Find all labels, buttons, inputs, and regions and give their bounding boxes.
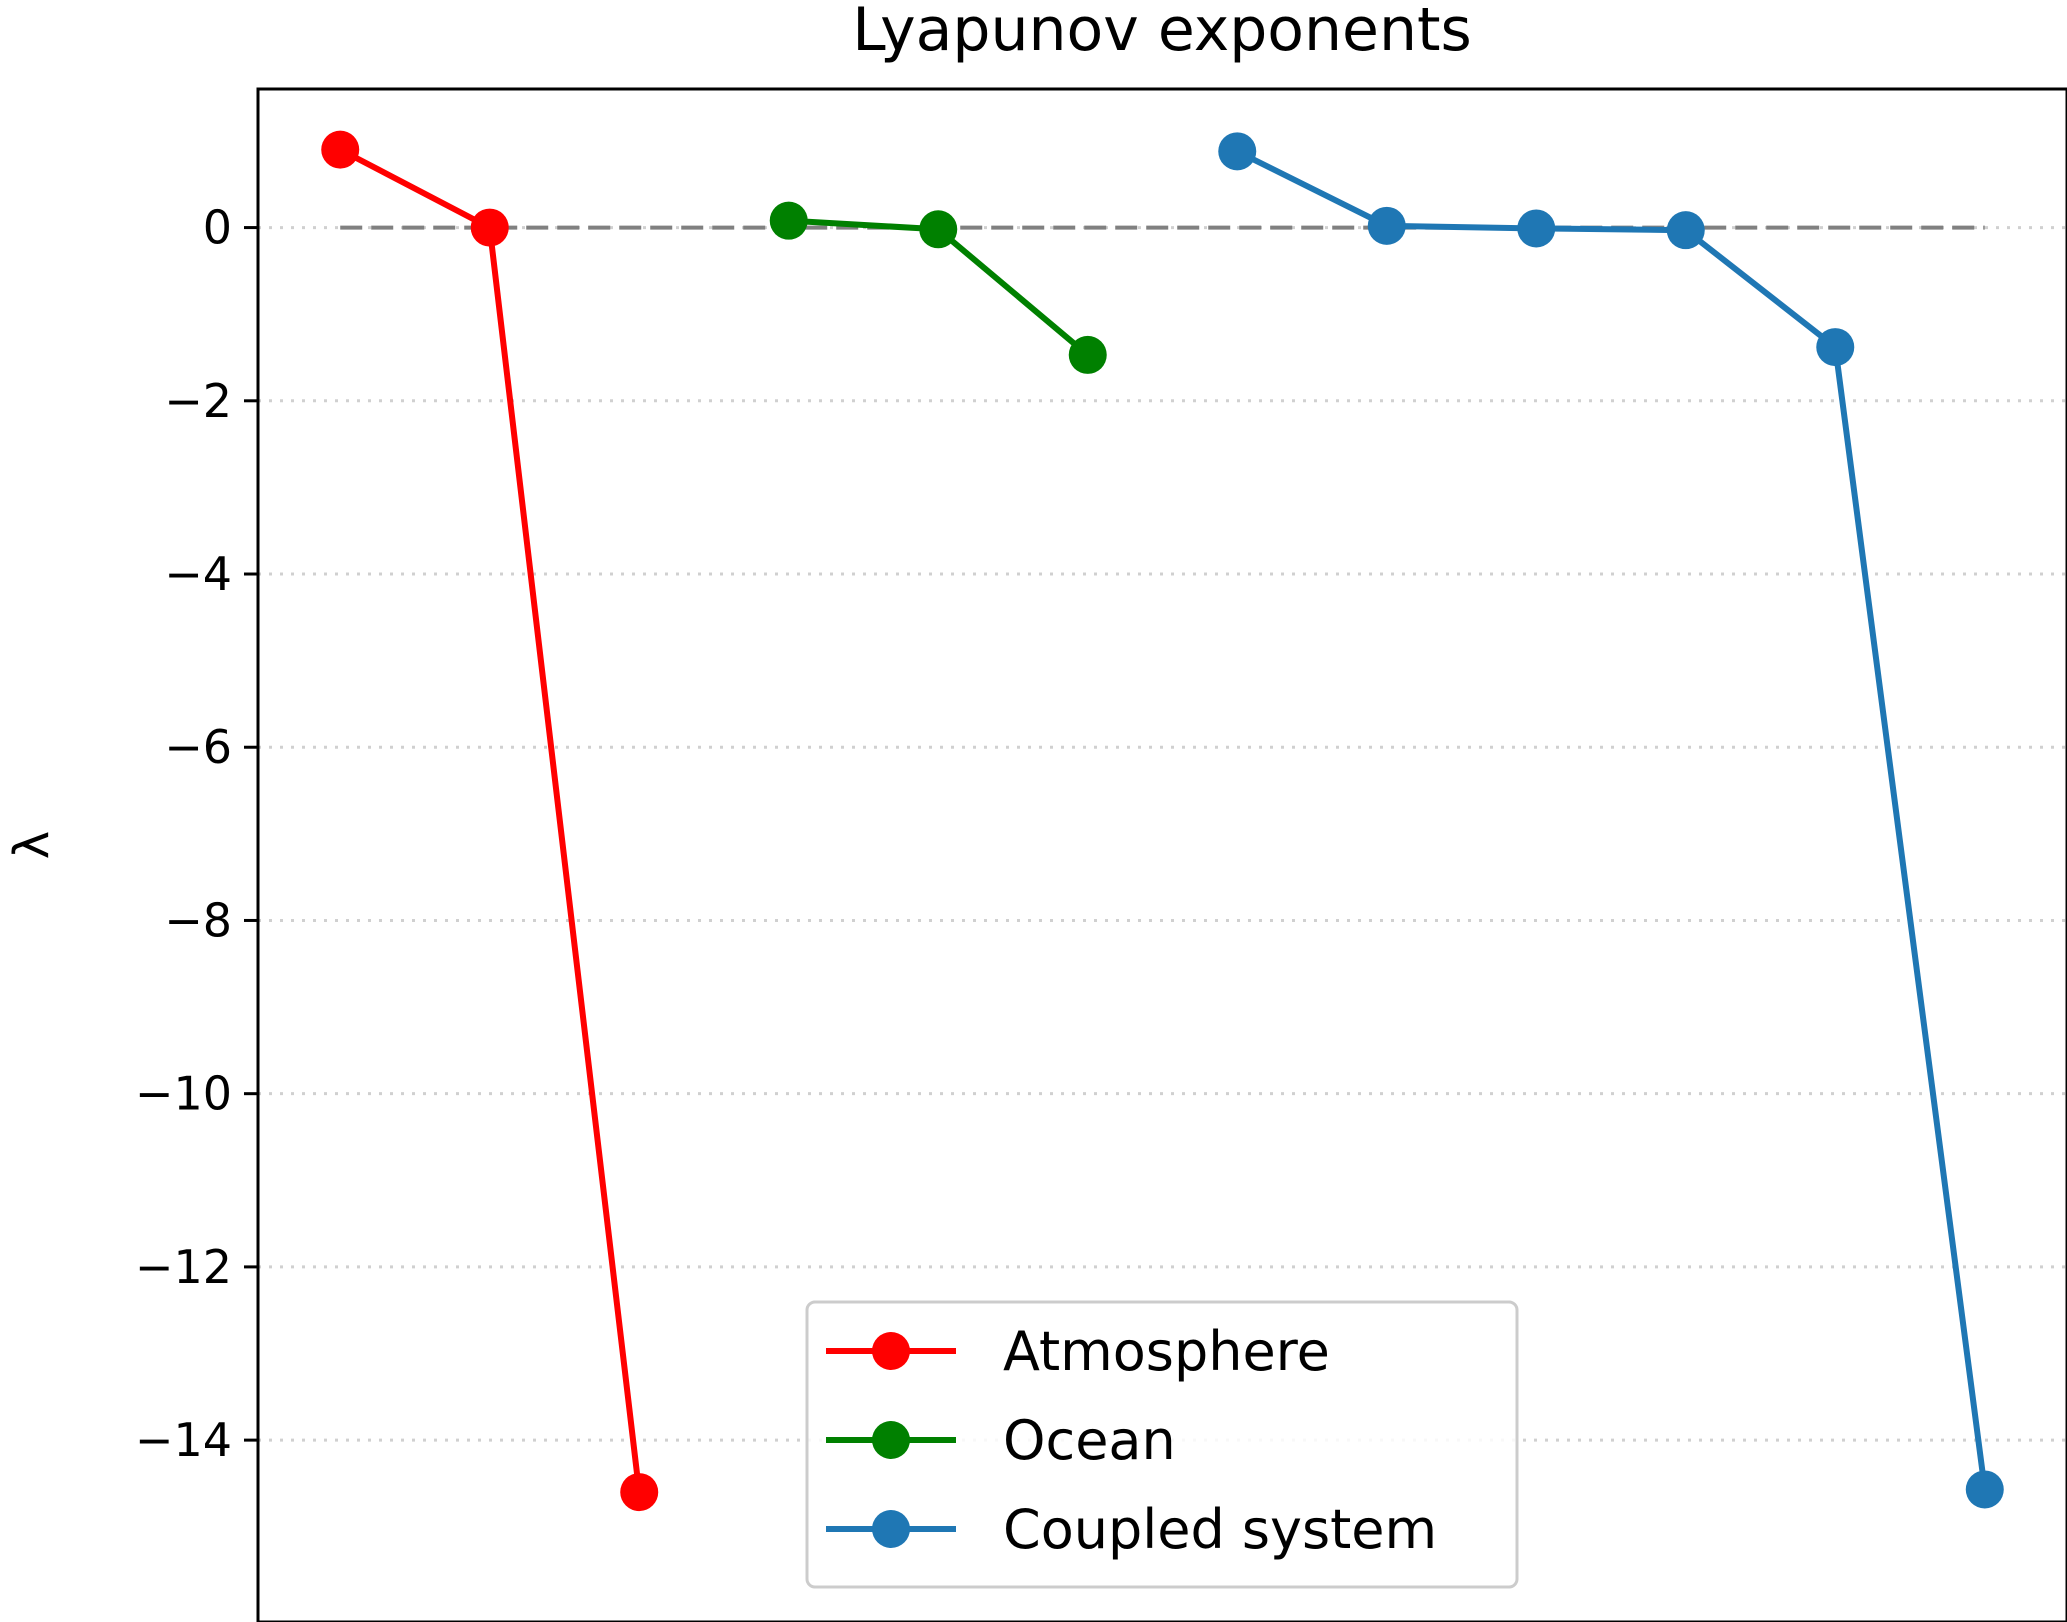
legend-entry: Coupled system <box>826 1498 1437 1561</box>
y-tick-label: 0 <box>203 201 232 255</box>
legend: Atmosphere Ocean Coupled system <box>805 1300 1519 1589</box>
y-axis-label: λ <box>4 831 60 859</box>
plot-frame <box>256 87 2067 1622</box>
data-point <box>1965 1470 2004 1509</box>
series-atmosphere <box>321 130 659 1512</box>
series-coupled-system <box>1218 132 2004 1509</box>
data-point <box>769 201 808 240</box>
data-point <box>1517 209 1556 248</box>
legend-marker <box>872 1510 910 1548</box>
y-tick-label: −4 <box>164 547 232 601</box>
data-point <box>1666 211 1705 250</box>
y-tick-label: −6 <box>164 720 232 774</box>
legend-entry: Atmosphere <box>826 1320 1330 1383</box>
legend-box <box>805 1300 1519 1589</box>
series-line <box>338 146 643 1493</box>
legend-label: Atmosphere <box>1003 1320 1330 1383</box>
series-ocean <box>769 201 1107 374</box>
y-tick-label: −8 <box>164 893 232 947</box>
data-point <box>1816 328 1855 367</box>
grid-lines <box>258 226 2067 1442</box>
y-tick-label: −12 <box>135 1240 232 1294</box>
data-point <box>1367 206 1406 245</box>
legend-entry: Ocean <box>826 1409 1176 1472</box>
legend-marker <box>872 1332 910 1370</box>
data-point <box>919 210 958 249</box>
data-point <box>321 130 360 169</box>
data-point <box>1068 335 1107 374</box>
data-point <box>470 208 509 247</box>
legend-label: Coupled system <box>1003 1498 1437 1561</box>
data-point <box>1218 132 1257 171</box>
legend-label: Ocean <box>1003 1409 1176 1472</box>
series-layer <box>321 130 2004 1512</box>
y-tick-label: −14 <box>135 1413 232 1467</box>
y-tick-label: −10 <box>135 1067 232 1121</box>
chart-title: Lyapunov exponents <box>852 0 1472 65</box>
y-tick-label: −2 <box>164 374 232 428</box>
data-point <box>620 1473 659 1512</box>
y-axis-ticks: 0 −2 −4 −6 −8 −10 −12 −14 <box>135 201 258 1467</box>
legend-marker <box>872 1421 910 1459</box>
series-line <box>1235 148 1988 1490</box>
